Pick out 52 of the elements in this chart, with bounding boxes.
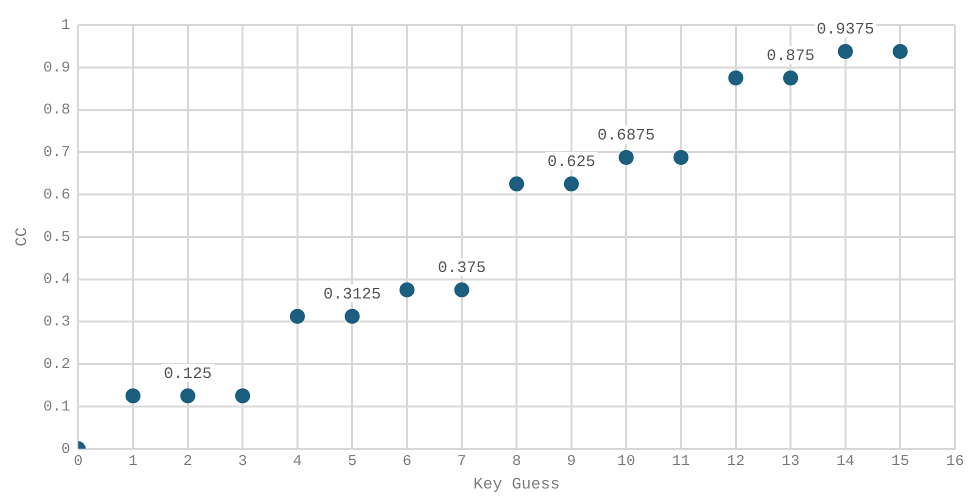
point bbox=[783, 70, 798, 86]
x-tick-label: 11 bbox=[672, 452, 690, 470]
point bbox=[728, 70, 744, 86]
x-tick-label: 2 bbox=[183, 452, 192, 470]
point bbox=[126, 388, 141, 404]
x-tick-label: 14 bbox=[836, 452, 854, 470]
y-axis-title: CC bbox=[12, 227, 31, 246]
annotation: 0.6875 bbox=[597, 126, 656, 145]
x-tick-label: 12 bbox=[726, 452, 745, 470]
y-tick-label: 0.8 bbox=[43, 102, 70, 119]
x-tick-label: 3 bbox=[238, 452, 248, 470]
x-tick-label: 8 bbox=[512, 452, 522, 470]
annotation: 0.375 bbox=[438, 259, 486, 278]
y-tick-label: 0.2 bbox=[43, 356, 70, 374]
point bbox=[180, 388, 196, 404]
x-tick-label: 6 bbox=[402, 452, 412, 470]
annotation: 0.3125 bbox=[323, 286, 382, 304]
x-tick-label: 9 bbox=[566, 452, 576, 470]
y-tick-label: 0.3 bbox=[43, 314, 70, 331]
y-tick-label: 0.6 bbox=[43, 186, 70, 204]
x-tick-label: 4 bbox=[292, 452, 302, 470]
point bbox=[290, 308, 305, 324]
x-tick-label: 13 bbox=[782, 452, 800, 470]
point bbox=[618, 150, 634, 165]
y-tick-label: 0.7 bbox=[43, 144, 70, 162]
x-axis-title: Key Guess bbox=[473, 476, 560, 494]
annotation: 0.625 bbox=[547, 153, 596, 172]
x-tick-label: 7 bbox=[457, 452, 466, 470]
point bbox=[235, 388, 250, 404]
point bbox=[674, 150, 688, 165]
y-tick-label: 0.4 bbox=[43, 271, 70, 288]
y-tick-label: 0.1 bbox=[43, 398, 70, 416]
x-tick-label: 0 bbox=[74, 452, 83, 470]
y-tick-label: 0.5 bbox=[43, 228, 70, 246]
point bbox=[892, 44, 908, 59]
x-tick-label: 16 bbox=[946, 452, 964, 470]
x-tick-label: 1 bbox=[128, 452, 138, 470]
x-tick-label: 5 bbox=[348, 452, 357, 470]
x-tick-label: 15 bbox=[891, 452, 910, 470]
y-tick-label: 0.9 bbox=[43, 59, 70, 76]
x-tick-label: 10 bbox=[617, 452, 636, 470]
point bbox=[454, 282, 470, 298]
point bbox=[344, 308, 360, 324]
point bbox=[564, 176, 579, 192]
y-tick-label: 0 bbox=[61, 440, 70, 458]
annotation: 0.125 bbox=[164, 365, 212, 384]
annotation: 0.9375 bbox=[816, 20, 874, 39]
annotation: 0.875 bbox=[766, 47, 815, 66]
point bbox=[838, 44, 853, 59]
y-tick-label: 1 bbox=[61, 16, 70, 34]
point bbox=[509, 176, 524, 192]
point bbox=[400, 282, 414, 298]
